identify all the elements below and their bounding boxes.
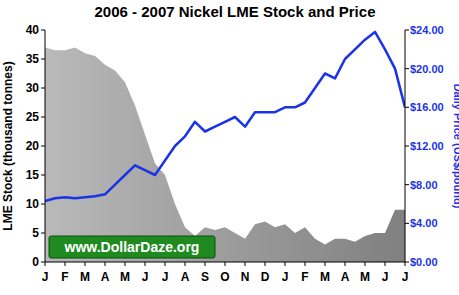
y-tick-label: 30 bbox=[26, 81, 40, 95]
x-tick bbox=[385, 262, 386, 266]
y-tick bbox=[41, 175, 45, 176]
x-tick-label: J bbox=[142, 270, 149, 284]
x-tick-label: M bbox=[360, 270, 370, 284]
y-tick-label: 5 bbox=[32, 226, 39, 240]
x-tick-label: F bbox=[61, 270, 68, 284]
y2-tick-label: $8.00 bbox=[410, 179, 438, 191]
x-tick bbox=[305, 262, 306, 266]
y-tick bbox=[41, 233, 45, 234]
x-tick-label: A bbox=[181, 270, 190, 284]
watermark: www.DollarDaze.org bbox=[64, 239, 200, 255]
x-tick-label: A bbox=[341, 270, 350, 284]
y-tick-label: 25 bbox=[26, 110, 40, 124]
title: 2006 - 2007 Nickel LME Stock and Price bbox=[95, 3, 376, 20]
y2-tick bbox=[405, 146, 409, 147]
y-tick bbox=[41, 30, 45, 31]
y2-tick-label: $20.00 bbox=[410, 63, 444, 75]
y-tick-label: 40 bbox=[26, 23, 40, 37]
x-tick-label: F bbox=[301, 270, 308, 284]
x-tick-label: D bbox=[261, 270, 270, 284]
x-tick bbox=[165, 262, 166, 266]
x-tick-label: N bbox=[241, 270, 250, 284]
x-tick bbox=[405, 262, 406, 266]
y2-tick bbox=[405, 30, 409, 31]
y2-tick-label: $12.00 bbox=[410, 140, 444, 152]
y2-axis-title: Daily Price (US$/pound) bbox=[452, 84, 459, 209]
x-tick bbox=[185, 262, 186, 266]
y-tick bbox=[41, 262, 45, 263]
y2-tick-label: $4.00 bbox=[410, 217, 438, 229]
y2-tick-label: $24.00 bbox=[410, 24, 444, 36]
x-tick-label: M bbox=[80, 270, 90, 284]
x-tick-label: J bbox=[162, 270, 169, 284]
y-tick bbox=[41, 59, 45, 60]
x-tick bbox=[105, 262, 106, 266]
y2-tick bbox=[405, 68, 409, 69]
y2-tick bbox=[405, 262, 409, 263]
x-tick bbox=[205, 262, 206, 266]
chart: 2006 - 2007 Nickel LME Stock and Price 0 5… bbox=[0, 0, 459, 295]
x-tick bbox=[65, 262, 66, 266]
x-tick bbox=[225, 262, 226, 266]
x-tick bbox=[265, 262, 266, 266]
x-tick bbox=[325, 262, 326, 266]
y2-tick bbox=[405, 107, 409, 108]
x-tick bbox=[245, 262, 246, 266]
x-tick-label: S bbox=[201, 270, 209, 284]
y-tick bbox=[41, 146, 45, 147]
y-tick-label: 10 bbox=[26, 197, 40, 211]
y-tick-label: 20 bbox=[26, 139, 40, 153]
y2-tick bbox=[405, 184, 409, 185]
x-tick bbox=[365, 262, 366, 266]
y-tick bbox=[41, 88, 45, 89]
plot-area bbox=[45, 32, 405, 262]
y-tick bbox=[41, 117, 45, 118]
y-tick-label: 0 bbox=[32, 255, 39, 269]
x-tick-label: M bbox=[120, 270, 130, 284]
x-tick bbox=[145, 262, 146, 266]
y2-tick bbox=[405, 223, 409, 224]
y-tick bbox=[41, 204, 45, 205]
x-tick-label: M bbox=[320, 270, 330, 284]
y2-tick-label: $16.00 bbox=[410, 101, 444, 113]
x-tick bbox=[85, 262, 86, 266]
x-tick-label: J bbox=[382, 270, 389, 284]
stock-area bbox=[45, 47, 405, 262]
x-tick bbox=[125, 262, 126, 266]
y-tick-label: 15 bbox=[26, 168, 40, 182]
x-tick-label: J bbox=[282, 270, 289, 284]
x-tick-label: J bbox=[402, 270, 409, 284]
y-tick-label: 35 bbox=[26, 52, 40, 66]
watermark-box bbox=[49, 236, 215, 258]
x-tick-label: J bbox=[42, 270, 49, 284]
x-tick bbox=[285, 262, 286, 266]
x-tick-label: A bbox=[101, 270, 110, 284]
x-tick bbox=[45, 262, 46, 266]
price-line bbox=[45, 32, 405, 201]
y-axis-title: LME Stock (thousand tonnes) bbox=[1, 61, 15, 230]
x-tick bbox=[345, 262, 346, 266]
y2-tick-label: $0.00 bbox=[410, 256, 438, 268]
x-tick-label: O bbox=[220, 270, 229, 284]
